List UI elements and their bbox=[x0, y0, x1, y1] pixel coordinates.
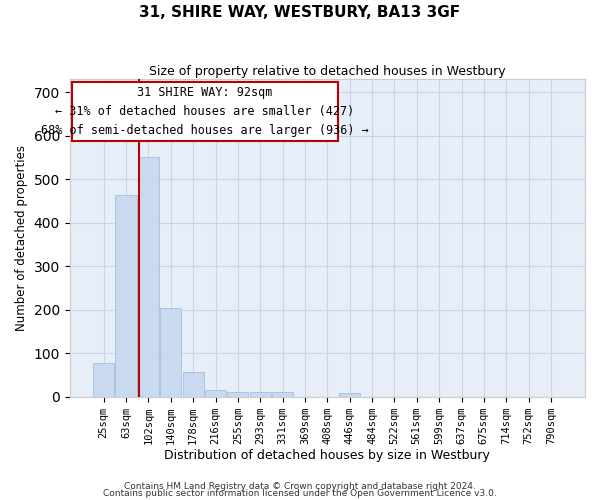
Bar bbox=[205, 390, 226, 396]
Text: Contains HM Land Registry data © Crown copyright and database right 2024.: Contains HM Land Registry data © Crown c… bbox=[124, 482, 476, 491]
Bar bbox=[339, 393, 361, 396]
Text: 31, SHIRE WAY, WESTBURY, BA13 3GF: 31, SHIRE WAY, WESTBURY, BA13 3GF bbox=[139, 5, 461, 20]
Bar bbox=[250, 392, 271, 396]
Title: Size of property relative to detached houses in Westbury: Size of property relative to detached ho… bbox=[149, 65, 506, 78]
Bar bbox=[138, 158, 159, 396]
Y-axis label: Number of detached properties: Number of detached properties bbox=[15, 145, 28, 331]
FancyBboxPatch shape bbox=[72, 82, 338, 141]
X-axis label: Distribution of detached houses by size in Westbury: Distribution of detached houses by size … bbox=[164, 450, 490, 462]
Text: 31 SHIRE WAY: 92sqm: 31 SHIRE WAY: 92sqm bbox=[137, 86, 272, 100]
Text: Contains public sector information licensed under the Open Government Licence v3: Contains public sector information licen… bbox=[103, 490, 497, 498]
Bar bbox=[182, 372, 204, 396]
Bar bbox=[160, 308, 181, 396]
Bar bbox=[115, 196, 137, 396]
Bar bbox=[93, 363, 115, 396]
Text: 68% of semi-detached houses are larger (936) →: 68% of semi-detached houses are larger (… bbox=[41, 124, 369, 137]
Bar bbox=[227, 392, 248, 396]
Text: ← 31% of detached houses are smaller (427): ← 31% of detached houses are smaller (42… bbox=[55, 105, 355, 118]
Bar bbox=[272, 392, 293, 396]
